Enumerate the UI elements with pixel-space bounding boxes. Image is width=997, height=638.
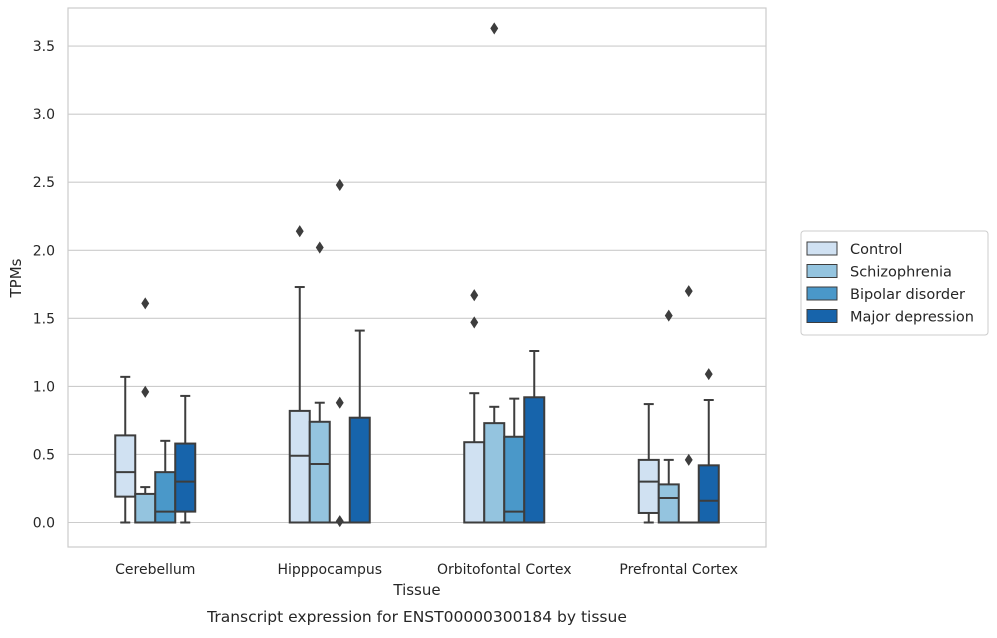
legend-swatch <box>807 242 837 255</box>
box-body <box>484 423 504 522</box>
box-mark <box>524 351 544 523</box>
box-mark <box>639 404 659 522</box>
box-body <box>155 472 175 522</box>
outlier-point <box>336 179 343 190</box>
plot-area-frame <box>68 8 766 547</box>
box-mark <box>330 179 350 526</box>
x-tick-label: Prefrontal Cortex <box>619 562 738 578</box>
x-axis-ticks: Cerebellum Hipppocampus Orbitofontal Corte… <box>115 562 738 578</box>
box-body <box>524 397 544 522</box>
box-body <box>464 442 484 522</box>
y-tick-label: 1.0 <box>33 379 55 395</box>
box-body <box>115 435 135 496</box>
y-tick-label: 0.0 <box>33 516 55 532</box>
box-mark <box>699 369 719 523</box>
y-tick-label: 1.5 <box>33 311 55 327</box>
series-group <box>135 23 679 523</box>
box-body <box>290 411 310 523</box>
outlier-point <box>705 369 712 380</box>
box-mark <box>135 298 155 523</box>
outlier-point <box>296 226 303 237</box>
series-group <box>175 331 719 523</box>
x-tick-label: Orbitofontal Cortex <box>437 562 572 578</box>
legend-swatch <box>807 287 837 300</box>
box-mark <box>115 377 135 523</box>
box-body <box>175 444 195 512</box>
y-tick-label: 0.5 <box>33 447 55 463</box>
box-body <box>310 422 330 523</box>
box-mark <box>484 23 504 523</box>
outlier-point <box>316 242 323 253</box>
grid-lines <box>68 46 766 522</box>
x-tick-label: Cerebellum <box>115 562 195 578</box>
box-mark <box>155 441 175 523</box>
box-body <box>504 437 524 523</box>
legend-swatch <box>807 310 837 323</box>
box-mark <box>350 331 370 523</box>
outlier-point <box>471 290 478 301</box>
box-body <box>350 418 370 523</box>
outlier-point <box>491 23 498 34</box>
y-axis-ticks: 0.0 0.5 1.0 1.5 2.0 2.5 3.0 3.5 <box>33 39 55 531</box>
y-tick-label: 2.5 <box>33 175 55 191</box>
y-tick-label: 3.5 <box>33 39 55 55</box>
legend-label: Major depression <box>850 310 974 326</box>
box-body <box>699 465 719 522</box>
y-tick-label: 2.0 <box>33 243 55 259</box>
outlier-point <box>665 310 672 321</box>
box-body <box>659 484 679 522</box>
outlier-point <box>336 397 343 408</box>
box-mark <box>659 310 679 522</box>
legend-label: Control <box>850 242 902 258</box>
box-mark <box>464 290 484 523</box>
box-series-layer <box>115 23 719 527</box>
chart-caption: Transcript expression for ENST0000030018… <box>206 608 627 626</box>
outlier-point <box>685 286 692 297</box>
outlier-point <box>685 454 692 465</box>
legend-label: Schizophrenia <box>850 265 952 281</box>
series-group <box>115 226 659 523</box>
box-mark <box>504 399 524 523</box>
box-mark <box>290 226 310 523</box>
outlier-point <box>336 516 343 527</box>
y-tick-label: 3.0 <box>33 107 55 123</box>
series-group <box>155 179 699 526</box>
box-body <box>135 494 155 523</box>
outlier-point <box>142 298 149 309</box>
box-mark <box>310 242 330 522</box>
box-mark <box>679 286 699 523</box>
outlier-point <box>142 386 149 397</box>
legend-swatch <box>807 265 837 278</box>
legend-label: Bipolar disorder <box>850 287 965 303</box>
box-mark <box>175 396 195 523</box>
box-body <box>639 460 659 513</box>
y-axis-label: TPMs <box>7 258 25 298</box>
x-tick-label: Hipppocampus <box>277 562 382 578</box>
legend: Control Schizophrenia Bipolar disorder Majo… <box>801 231 988 335</box>
x-axis-label: Tissue <box>392 581 440 599</box>
